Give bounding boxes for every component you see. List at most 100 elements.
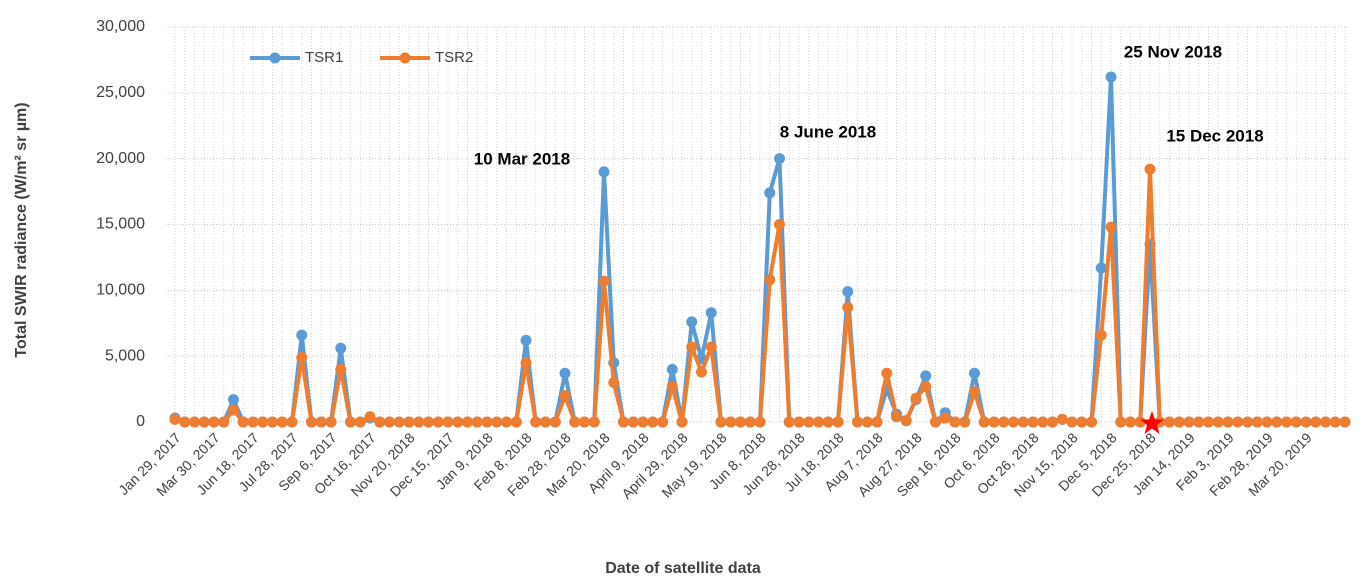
y-tick-label: 5,000 — [105, 347, 145, 364]
data-point — [1105, 71, 1117, 83]
data-point — [501, 416, 512, 428]
data-point — [813, 416, 824, 428]
data-point — [881, 367, 893, 379]
data-point — [364, 411, 376, 423]
data-point — [228, 404, 239, 416]
data-point — [1271, 416, 1283, 428]
data-point — [1115, 416, 1127, 428]
data-point — [793, 416, 805, 428]
data-point — [1056, 413, 1068, 425]
data-point — [1183, 416, 1195, 428]
data-point — [452, 416, 464, 428]
data-point — [462, 416, 473, 428]
data-point — [754, 416, 766, 428]
y-tick-label: 30,000 — [96, 18, 145, 35]
data-point — [286, 416, 298, 428]
data-point — [666, 363, 678, 375]
data-point — [510, 416, 522, 428]
data-point — [657, 416, 668, 428]
data-point — [549, 416, 561, 428]
data-point — [715, 416, 727, 428]
data-point — [988, 416, 1000, 428]
data-point — [1329, 416, 1341, 428]
data-point — [705, 341, 717, 353]
data-point — [442, 416, 454, 428]
data-point — [237, 416, 249, 428]
data-point — [218, 416, 230, 428]
data-point — [559, 367, 571, 379]
data-point — [325, 416, 337, 428]
data-point — [1222, 416, 1234, 428]
data-point — [169, 413, 181, 425]
data-point — [1193, 416, 1205, 428]
data-point — [822, 416, 834, 428]
legend-label: TSR1 — [305, 49, 343, 66]
data-point — [345, 416, 356, 428]
data-point — [647, 416, 659, 428]
data-point — [1086, 416, 1097, 428]
data-point — [1027, 416, 1039, 428]
data-point — [774, 153, 785, 165]
annotation: 15 Dec 2018 — [1166, 126, 1263, 145]
data-point — [705, 307, 717, 319]
y-tick-label: 20,000 — [96, 150, 145, 167]
data-point — [228, 394, 239, 406]
data-point — [257, 416, 269, 428]
data-point — [910, 392, 922, 404]
data-point — [520, 334, 532, 346]
data-point — [267, 416, 278, 428]
data-point — [900, 415, 912, 427]
data-point — [920, 370, 932, 382]
data-point — [696, 366, 707, 378]
data-point — [1144, 163, 1156, 175]
data-point — [978, 416, 990, 428]
data-point — [676, 416, 688, 428]
data-point — [588, 416, 600, 428]
data-point — [1125, 416, 1136, 428]
data-point — [725, 416, 737, 428]
data-point — [1017, 416, 1029, 428]
data-point — [1320, 416, 1331, 428]
y-tick-label: 0 — [136, 413, 145, 430]
data-point — [735, 416, 746, 428]
data-point — [1300, 416, 1312, 428]
data-point — [998, 416, 1010, 428]
y-axis-title: Total SWIR radiance (W/m² sr µm) — [13, 102, 30, 357]
x-axis-title: Date of satellite data — [605, 560, 761, 577]
data-point — [306, 416, 317, 428]
data-point — [686, 316, 698, 328]
data-point — [432, 416, 444, 428]
data-point — [666, 380, 678, 392]
data-point — [1310, 416, 1322, 428]
data-point — [1173, 416, 1185, 428]
data-point — [189, 416, 200, 428]
data-point — [1008, 416, 1019, 428]
legend-marker — [269, 52, 281, 64]
data-point — [520, 357, 532, 369]
y-tick-label: 25,000 — [96, 84, 145, 101]
data-point — [774, 219, 785, 230]
data-point — [491, 416, 503, 428]
data-point — [939, 412, 951, 424]
data-point — [686, 341, 698, 353]
data-point — [296, 351, 308, 363]
data-point — [374, 416, 386, 428]
data-point — [618, 416, 629, 428]
data-point — [335, 342, 347, 354]
data-point — [208, 416, 220, 428]
data-point — [315, 416, 327, 428]
data-point — [1232, 416, 1244, 428]
data-point — [764, 274, 776, 286]
data-point — [1261, 416, 1273, 428]
data-point — [930, 416, 941, 428]
annotation: 8 June 2018 — [780, 122, 876, 141]
data-point — [627, 416, 639, 428]
data-point — [764, 187, 776, 199]
data-point — [1164, 416, 1175, 428]
data-point — [471, 416, 483, 428]
data-point — [1281, 416, 1292, 428]
data-point — [783, 416, 795, 428]
y-tick-label: 10,000 — [96, 282, 145, 299]
annotation: 10 Mar 2018 — [474, 149, 570, 168]
